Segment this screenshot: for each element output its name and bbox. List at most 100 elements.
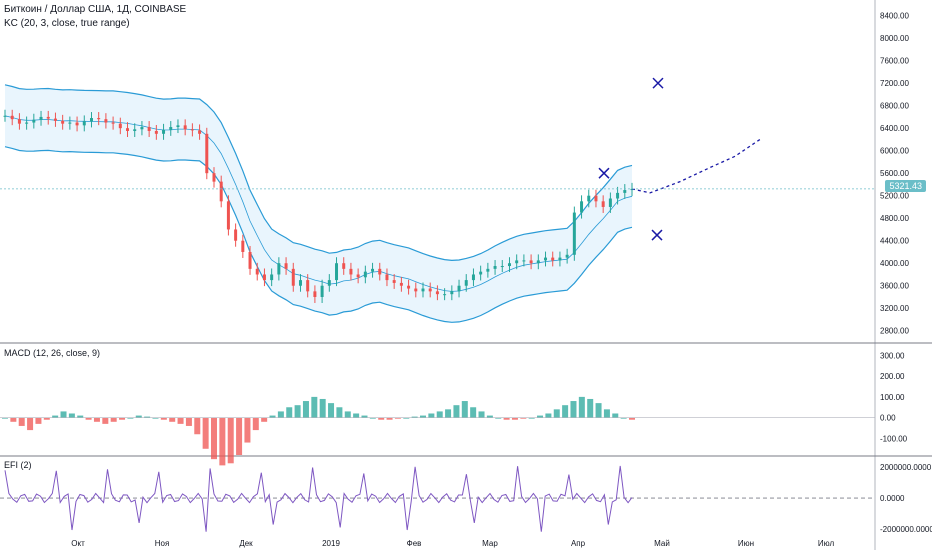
macd-hist-bar bbox=[570, 401, 577, 418]
macd-hist-bar bbox=[353, 413, 360, 418]
macd-hist-bar bbox=[403, 417, 410, 419]
candle-body bbox=[493, 266, 497, 269]
candle-body bbox=[443, 294, 447, 296]
macd-hist-bar bbox=[620, 417, 627, 419]
candle-body bbox=[104, 119, 108, 123]
candle-body bbox=[356, 274, 360, 278]
candle-body bbox=[486, 268, 490, 272]
candle-body bbox=[111, 122, 115, 124]
efi-label: EFI (2) bbox=[4, 460, 32, 470]
macd-hist-bar bbox=[411, 416, 418, 418]
candle-body bbox=[435, 291, 439, 295]
candle-body bbox=[248, 251, 252, 269]
keltner-lower bbox=[4, 146, 633, 323]
candle-body bbox=[205, 133, 209, 174]
chart-title: Биткоин / Доллар США, 1Д, COINBASE bbox=[4, 4, 187, 15]
candle-body bbox=[53, 118, 57, 121]
macd-hist-bar bbox=[152, 417, 159, 419]
x-marker bbox=[598, 167, 610, 179]
macd-hist-bar bbox=[344, 411, 351, 418]
efi-tick-label: 0.0000 bbox=[880, 494, 905, 503]
macd-hist-bar bbox=[185, 417, 192, 426]
candle-body bbox=[97, 118, 101, 120]
macd-hist-bar bbox=[528, 417, 535, 419]
x-tick-label: Окт bbox=[71, 539, 85, 548]
candle-body bbox=[262, 274, 266, 281]
macd-hist-bar bbox=[311, 396, 318, 418]
candle-body bbox=[190, 129, 194, 131]
macd-tick-label: 200.00 bbox=[880, 372, 905, 381]
candle-body bbox=[255, 268, 259, 275]
macd-hist-bar bbox=[486, 415, 493, 418]
candle-body bbox=[616, 192, 620, 199]
candle-body bbox=[298, 280, 302, 286]
candle-body bbox=[385, 274, 389, 281]
efi-tick-label: -2000000.0000 bbox=[880, 525, 932, 534]
price-tick-label: 2800.00 bbox=[880, 327, 909, 336]
macd-hist-bar bbox=[562, 405, 569, 418]
efi-tick-label: 2000000.0000 bbox=[880, 463, 932, 472]
macd-hist-bar bbox=[420, 415, 426, 418]
candle-body bbox=[464, 280, 468, 286]
candle-body bbox=[565, 254, 569, 258]
macd-tick-label: 100.00 bbox=[880, 393, 905, 402]
x-tick-label: Фев bbox=[407, 539, 422, 548]
price-tick-label: 4400.00 bbox=[880, 237, 909, 246]
candle-body bbox=[126, 128, 130, 131]
candle-body bbox=[392, 280, 396, 283]
macd-hist-bar bbox=[102, 417, 109, 424]
candle-body bbox=[428, 288, 432, 292]
macd-label: MACD (12, 26, close, 9) bbox=[4, 348, 101, 358]
macd-hist-bar bbox=[18, 417, 25, 426]
price-tick-label: 3600.00 bbox=[880, 282, 909, 291]
candle-body bbox=[133, 129, 137, 131]
macd-hist-bar bbox=[244, 417, 251, 443]
candle-body bbox=[10, 115, 14, 120]
candle-body bbox=[226, 201, 230, 230]
candle-body bbox=[25, 122, 29, 124]
candle-body bbox=[17, 119, 21, 124]
macd-hist-bar bbox=[35, 417, 42, 424]
macd-hist-bar bbox=[470, 407, 477, 418]
macd-hist-bar bbox=[294, 405, 301, 418]
macd-hist-bar bbox=[219, 417, 226, 466]
candle-body bbox=[82, 121, 86, 126]
macd-hist-bar bbox=[110, 417, 117, 422]
price-tick-label: 3200.00 bbox=[880, 304, 909, 313]
keltner-middle bbox=[4, 115, 633, 292]
candle-body bbox=[342, 263, 346, 269]
keltner-upper bbox=[4, 84, 633, 262]
candle-body bbox=[89, 118, 93, 122]
candle-body bbox=[3, 115, 7, 117]
candle-body bbox=[183, 125, 187, 130]
candle-body bbox=[601, 201, 605, 207]
forecast-path bbox=[631, 138, 761, 194]
candle-body bbox=[515, 260, 519, 264]
macd-hist-bar bbox=[77, 415, 84, 418]
macd-hist-bar bbox=[520, 417, 527, 419]
macd-tick-label: 0.00 bbox=[880, 414, 896, 423]
price-tick-label: 7600.00 bbox=[880, 57, 909, 66]
candle-body bbox=[349, 268, 353, 275]
keltner-fill bbox=[5, 84, 632, 323]
macd-hist-bar bbox=[227, 417, 234, 464]
macd-hist-bar bbox=[595, 403, 602, 418]
candle-body bbox=[479, 271, 483, 275]
macd-hist-bar bbox=[68, 413, 75, 418]
candle-body bbox=[529, 260, 533, 264]
macd-hist-bar bbox=[269, 415, 276, 418]
candle-body bbox=[313, 291, 317, 297]
macd-hist-bar bbox=[587, 398, 594, 418]
candle-body bbox=[608, 198, 612, 207]
macd-hist-bar bbox=[302, 401, 309, 418]
candle-body bbox=[61, 120, 65, 124]
price-tick-label: 4800.00 bbox=[880, 214, 909, 223]
macd-hist-bar bbox=[202, 417, 209, 449]
candle-body bbox=[118, 123, 122, 129]
candle-body bbox=[219, 181, 223, 202]
macd-hist-bar bbox=[578, 396, 585, 418]
macd-hist-bar bbox=[10, 417, 17, 422]
price-tick-label: 6000.00 bbox=[880, 147, 909, 156]
